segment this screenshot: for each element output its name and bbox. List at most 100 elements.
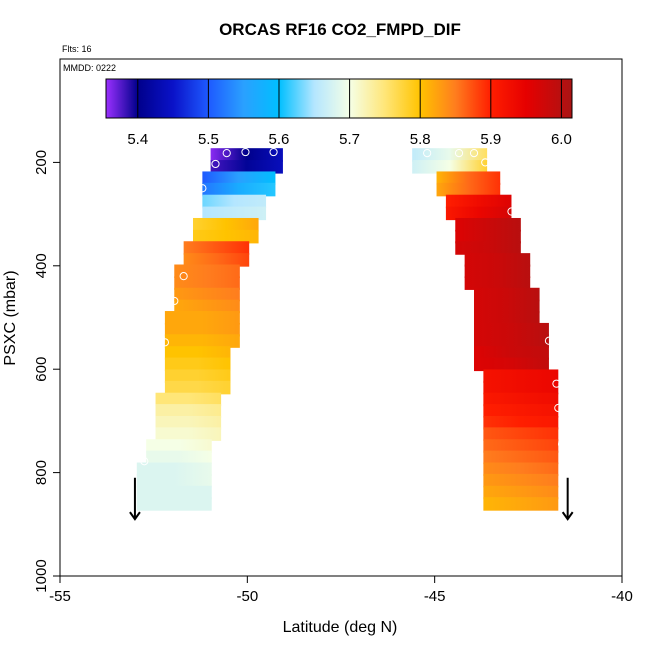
y-axis-title: PSXC (mbar) [2, 270, 19, 365]
heatmap-cell [483, 404, 559, 418]
heatmap-cell [164, 322, 240, 337]
heatmap-cell [474, 357, 549, 372]
y-tick-label: 200 [33, 150, 50, 175]
heatmap-cell [474, 346, 549, 360]
colorbar-tick-label: 5.8 [410, 131, 431, 148]
axes: -55 -50 -45 -40 200 400 600 800 1000 [33, 58, 633, 605]
heatmap-cell [474, 287, 540, 302]
heatmap-cell [455, 229, 521, 244]
heatmap-cell [155, 415, 222, 430]
x-axis-title: Latitude (deg N) [283, 619, 398, 636]
heatmap-cell [455, 241, 521, 255]
x-tick-label: -40 [611, 588, 633, 605]
heatmap-cell [136, 497, 212, 511]
date-note: MMDD: 0222 [63, 63, 116, 73]
heatmap-cell [164, 346, 231, 360]
heatmap-cell [164, 311, 240, 325]
colorbar-tick-label: 6.0 [551, 131, 572, 148]
profile-arrow-head [561, 511, 574, 521]
y-tick-label: 400 [33, 253, 50, 278]
sample-point [552, 379, 561, 388]
sample-point [554, 403, 563, 413]
sample-point [160, 338, 170, 347]
heatmap-cell [455, 217, 521, 232]
sample-point [544, 336, 554, 345]
heatmap-cell [483, 392, 559, 407]
heatmap-cell [146, 439, 212, 453]
heatmap-cell [136, 473, 212, 488]
heatmap-cell [464, 276, 531, 290]
sample-point [454, 148, 464, 158]
sample-point [481, 158, 490, 167]
heatmap-cell [155, 427, 222, 441]
heatmap-cell [164, 334, 240, 348]
heatmap-cell [483, 439, 559, 453]
heatmap-cell [183, 253, 250, 267]
heatmap-cell [210, 160, 283, 174]
heatmap-cell [174, 264, 240, 279]
heatmap-cell [464, 264, 531, 279]
sample-point [469, 148, 479, 158]
colorbar-tick-label: 5.7 [339, 131, 360, 148]
heatmap-cell [412, 160, 488, 174]
colorbar-tick-label: 5.6 [269, 131, 290, 148]
profile-arrows [129, 477, 574, 521]
heatmap-cell [164, 380, 231, 395]
profile-arrow-head [129, 511, 141, 521]
heatmap-cell [483, 485, 559, 500]
x-tick-label: -55 [49, 588, 71, 605]
heatmap-cell [210, 148, 283, 162]
heatmap-cell [436, 182, 501, 197]
sample-point [557, 440, 567, 449]
heatmap-cell [483, 415, 559, 430]
heatmap-cell [202, 171, 276, 185]
heatmap-cell [136, 462, 212, 477]
heatmap-cell [483, 462, 559, 477]
heatmap-cell [174, 287, 240, 302]
heatmap-cell [183, 241, 250, 255]
sample-point [222, 148, 231, 158]
heatmap-cell [193, 229, 259, 244]
heatmap-cell [164, 369, 231, 383]
heatmap-cell [474, 322, 549, 337]
y-tick-label: 600 [33, 357, 50, 382]
chart-title: ORCAS RF16 CO2_FMPD_DIF [219, 20, 461, 39]
sample-point [269, 147, 278, 157]
colorbar: 5.4 5.5 5.6 5.7 5.8 5.9 6.0 [105, 78, 573, 148]
heatmap-cell [474, 334, 549, 348]
sample-point [241, 147, 250, 157]
heatmap-cell [136, 485, 212, 500]
heatmap-cell [155, 404, 222, 418]
sample-point [140, 457, 149, 466]
heatmap-cell [436, 171, 501, 185]
heatmap-cell [174, 276, 240, 290]
sample-point [211, 159, 220, 169]
heatmap-cell [483, 380, 559, 395]
heatmap-cell [474, 299, 540, 314]
heatmap-cell [483, 369, 559, 383]
heatmap-cell [464, 253, 531, 267]
heatmap-cell [483, 473, 559, 488]
sample-point [198, 184, 207, 193]
sample-point [423, 148, 432, 158]
flights-note: Flts: 16 [62, 44, 92, 54]
heatmap-cell [483, 450, 559, 465]
sample-point [179, 272, 188, 281]
heatmap-cell [193, 217, 259, 232]
heatmap-cell [202, 194, 267, 209]
heatmap-cell [174, 299, 240, 314]
sample-point [170, 296, 179, 306]
heatmap-cells [136, 148, 559, 511]
heatmap-cell [445, 206, 512, 221]
heatmap-cell [483, 497, 559, 511]
colorbar-tick-label: 5.9 [480, 131, 501, 148]
x-tick-label: -45 [424, 588, 446, 605]
y-tick-label: 1000 [33, 559, 50, 592]
heatmap-cell [474, 311, 540, 325]
colorbar-tick-label: 5.4 [127, 131, 148, 148]
heatmap-cell [146, 450, 212, 465]
heatmap-cell [155, 392, 222, 407]
heatmap-cell [445, 194, 512, 209]
colorbar-tick-label: 5.5 [198, 131, 219, 148]
